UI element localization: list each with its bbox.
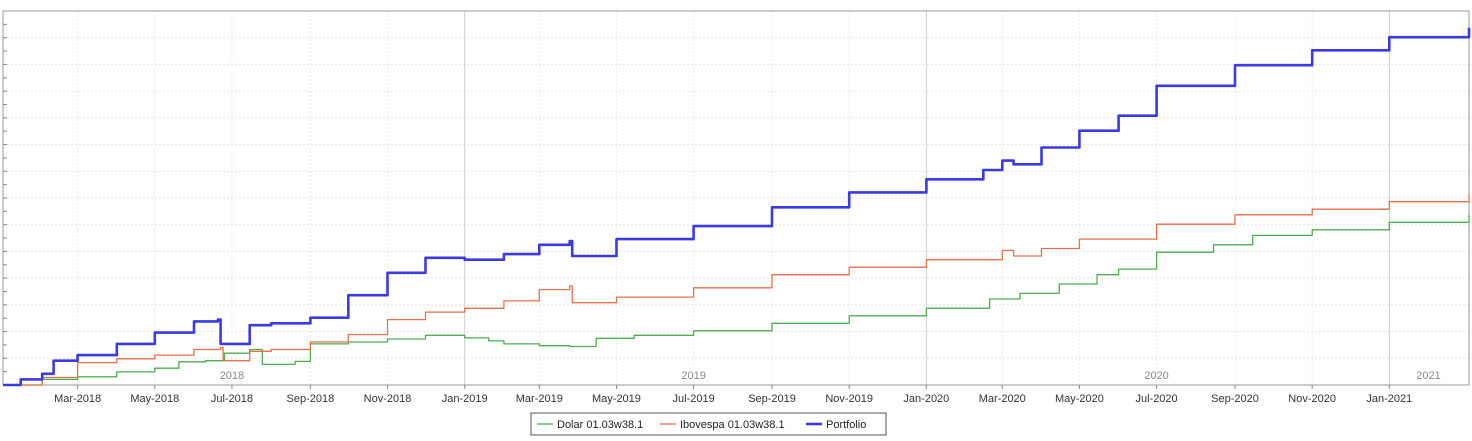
tick-labels: Mar-2018 May-2018 Jul-2018 Sep-2018 Nov-2018…	[54, 370, 1441, 405]
series-line-1	[3, 194, 1470, 386]
x-tick-label: Sep-2018	[287, 393, 335, 405]
series-line-0	[3, 214, 1470, 386]
year-label: 2020	[1144, 370, 1168, 382]
grid	[3, 11, 1469, 385]
series-line-2	[3, 27, 1471, 387]
x-tick-label: May-2020	[1055, 393, 1104, 405]
x-tick-label: Jul-2019	[673, 393, 715, 405]
x-tick-label: Jan-2019	[442, 393, 488, 405]
year-label: 2019	[681, 370, 705, 382]
legend-box	[530, 412, 887, 436]
year-label: 2018	[220, 370, 244, 382]
legend-label: Portfolio	[826, 419, 866, 431]
legend-label: Ibovespa 01.03w38.1	[680, 419, 785, 431]
legend-label: Dolar 01.03w38.1	[557, 419, 643, 431]
x-tick-label: Mar-2020	[979, 393, 1026, 405]
x-tick-label: Jan-2021	[1366, 393, 1412, 405]
x-tick-label: Sep-2020	[1211, 393, 1259, 405]
x-tick-label: Jul-2018	[211, 393, 253, 405]
x-tick-label: Mar-2018	[54, 393, 101, 405]
x-tick-label: Jul-2020	[1135, 393, 1177, 405]
x-tick-label: Mar-2019	[516, 393, 563, 405]
x-tick-label: Nov-2020	[1288, 393, 1336, 405]
x-tick-label: Nov-2018	[364, 393, 412, 405]
x-tick-label: Jan-2020	[903, 393, 949, 405]
x-tick-label: May-2019	[592, 393, 641, 405]
x-tick-label: Sep-2019	[748, 393, 796, 405]
x-tick-label: Nov-2019	[825, 393, 873, 405]
year-label: 2021	[1416, 370, 1440, 382]
x-tick-label: May-2018	[130, 393, 179, 405]
series-lines	[3, 27, 1471, 387]
legend: Dolar 01.03w38.1 Ibovespa 01.03w38.1 Portf…	[530, 412, 887, 436]
